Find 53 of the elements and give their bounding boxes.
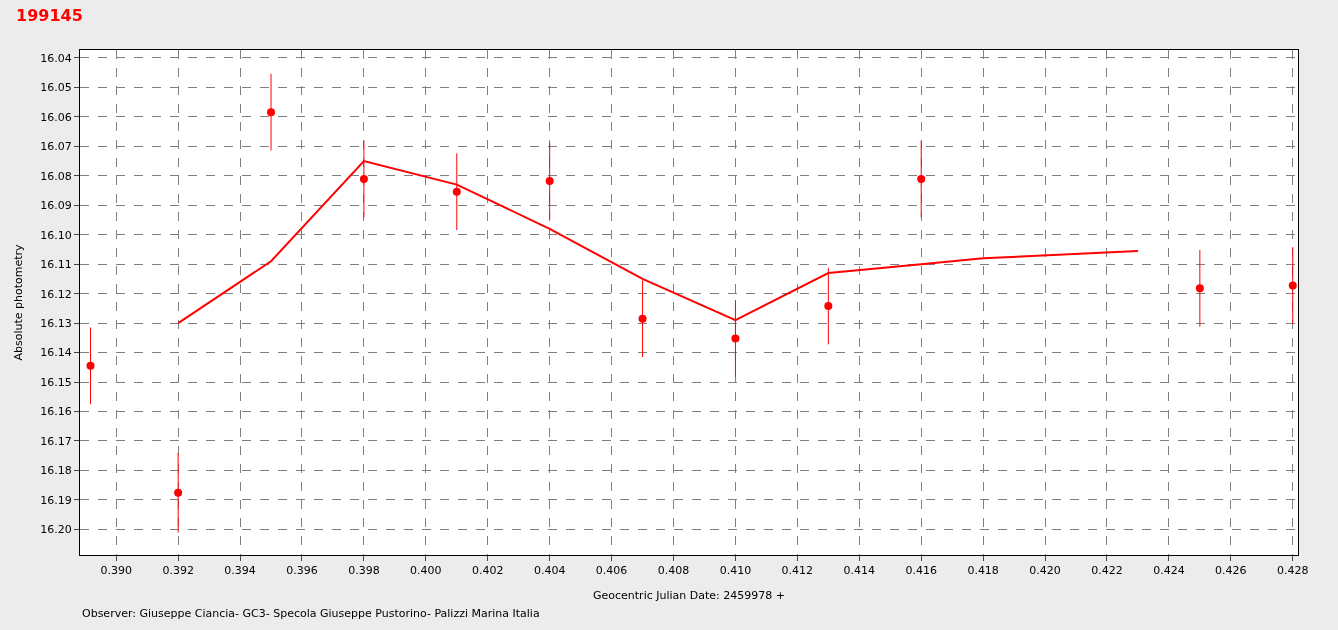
y-tick-label: 16.13 (40, 316, 72, 330)
y-tick-label: 16.08 (40, 169, 72, 183)
y-axis-title: Absolute photometry (11, 243, 25, 361)
y-tick-label: 16.05 (40, 81, 72, 95)
x-tick-label: 0.408 (657, 564, 690, 578)
point (638, 314, 647, 323)
x-tick-label: 0.398 (348, 564, 380, 578)
chart-title: 199145 (16, 5, 83, 25)
x-tick-label: 0.396 (286, 564, 318, 578)
point (174, 488, 183, 497)
x-tick-label: 0.418 (967, 564, 999, 578)
x-tick-label: 0.416 (905, 564, 937, 578)
point (86, 361, 95, 370)
x-tick-label: 0.410 (719, 564, 752, 578)
point (1288, 281, 1297, 290)
y-tick-label: 16.09 (40, 199, 72, 213)
y-tick-label: 16.16 (40, 405, 72, 419)
y-tick-label: 16.07 (40, 140, 72, 154)
y-tick-label: 16.15 (40, 375, 72, 389)
x-tick-label: 0.400 (410, 564, 442, 578)
x-tick-label: 0.420 (1029, 564, 1061, 578)
point (359, 175, 368, 184)
y-tick-label: 16.04 (40, 51, 72, 65)
text: Observer: Giuseppe Ciancia- GC3- Specola Giuseppe Pustorino- Palizzi Marina Italia (82, 607, 540, 620)
x-tick-label: 0.426 (1215, 564, 1247, 578)
x-tick-label: 0.414 (843, 564, 876, 578)
x-tick-label: 0.422 (1091, 564, 1123, 578)
x-tick-label: 0.402 (472, 564, 504, 578)
y-tick-label: 16.17 (40, 434, 72, 448)
point (917, 175, 926, 184)
x-tick-label: 0.424 (1153, 564, 1185, 578)
y-tick-label: 16.18 (40, 464, 72, 478)
y-tick-label: 16.19 (40, 493, 72, 507)
x-tick-label: 0.392 (162, 564, 194, 578)
y-tick-label: 16.14 (40, 346, 72, 360)
point (545, 177, 554, 186)
y-tick-label: 16.12 (40, 287, 72, 301)
point (267, 108, 276, 117)
point (824, 302, 833, 311)
y-tick-label: 16.10 (40, 228, 72, 242)
x-axis-title: Geocentric Julian Date: 2459978 + (593, 589, 785, 603)
x-tick-label: 0.394 (224, 564, 256, 578)
x-tick-label: 0.404 (533, 564, 566, 578)
point (452, 187, 461, 196)
point (1195, 284, 1204, 293)
y-tick-label: 16.06 (40, 110, 72, 124)
x-tick-label: 0.412 (781, 564, 814, 578)
y-tick-label: 16.11 (40, 258, 72, 272)
point (731, 334, 740, 343)
x-tick-label: 0.390 (100, 564, 132, 578)
y-tick-label: 16.20 (40, 523, 72, 537)
x-tick-label: 0.428 (1276, 564, 1309, 578)
x-tick-label: 0.406 (595, 564, 628, 578)
